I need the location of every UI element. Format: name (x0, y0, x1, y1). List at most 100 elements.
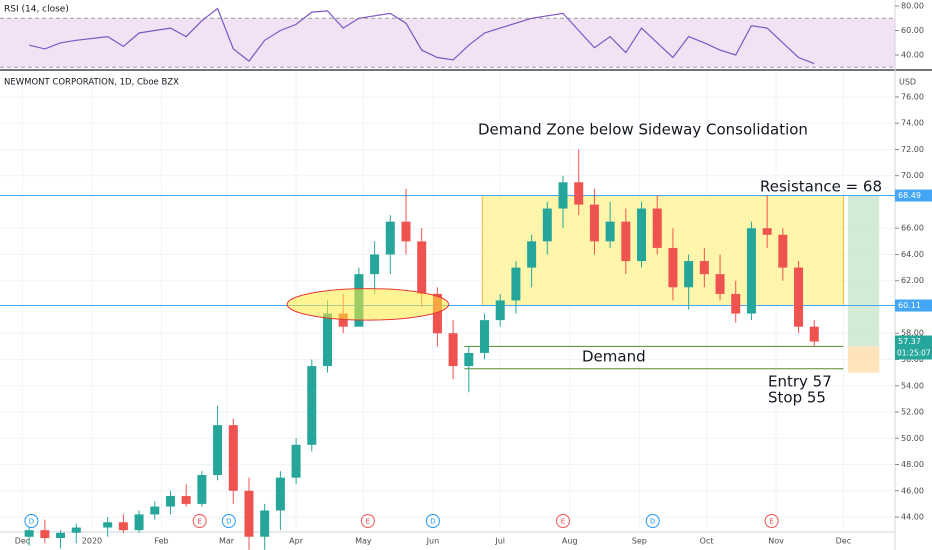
event-label: D (650, 518, 655, 526)
price-tag-label: 57.37 (898, 337, 921, 346)
y-tick-label: 54.00 (901, 381, 924, 390)
price-tag-label: 60.11 (898, 301, 921, 310)
y-tick-label: 76.00 (901, 92, 924, 101)
countdown-box (895, 347, 932, 360)
price-tag (895, 335, 932, 348)
candle-body (197, 475, 207, 504)
candle-body (527, 241, 537, 268)
candle-body (574, 182, 584, 205)
x-tick-label: Jun (426, 537, 440, 546)
candle-body (699, 261, 709, 275)
price-tag (895, 299, 932, 312)
stop-zone (847, 346, 880, 373)
candle-body (417, 241, 427, 294)
y-tick-label: 64.00 (901, 250, 924, 259)
candle-body (605, 221, 615, 242)
candle-body (56, 532, 66, 539)
price-tag-label: 68.49 (898, 191, 921, 200)
y-tick-label: 62.00 (901, 276, 924, 285)
candle-body (118, 522, 128, 531)
candle-body (401, 221, 411, 242)
rsi-band (0, 18, 895, 68)
event-marker (764, 514, 779, 528)
x-tick-label: Oct (700, 537, 714, 546)
candle-body (291, 444, 301, 478)
candle-body (338, 313, 348, 327)
event-label: E (366, 518, 370, 526)
x-tick-label: Dec (836, 537, 851, 546)
y-tick-label: 44.00 (901, 513, 924, 522)
annotation: Stop 55 (768, 389, 826, 407)
candle-body (731, 293, 741, 314)
candle-body (150, 506, 160, 515)
candle-body (40, 530, 50, 539)
candle-body (746, 228, 756, 314)
candle-body (71, 527, 81, 533)
y-tick-label: 66.00 (901, 224, 924, 233)
candle-body (370, 254, 380, 275)
candle-body (511, 267, 521, 301)
event-marker (192, 514, 207, 528)
y-tick-label: 40.00 (901, 51, 924, 60)
y-tick-label: 58.00 (901, 329, 924, 338)
event-marker (425, 514, 440, 528)
candle-body (181, 496, 191, 504)
event-marker (556, 514, 571, 528)
unit-label: USD (899, 78, 916, 87)
candle-body (480, 320, 490, 353)
countdown: 01:25:07 (897, 349, 931, 358)
candle-body (495, 300, 505, 321)
candle-body (322, 313, 332, 367)
ellipse-zone (286, 288, 450, 321)
candle-body (307, 366, 317, 445)
x-tick-label: Sep (632, 537, 647, 546)
chart-title: NEWMONT CORPORATION, 1D, Cboe BZX (4, 78, 179, 88)
target-zone (847, 195, 880, 347)
x-tick-label: Nov (768, 537, 784, 546)
annotation: Resistance = 68 (760, 178, 882, 196)
event-marker (221, 514, 236, 528)
x-tick-label: Apr (289, 537, 304, 546)
candle-body (103, 522, 113, 528)
candle-body (432, 293, 442, 334)
event-marker (360, 514, 375, 528)
candle-body (448, 333, 458, 367)
x-tick-label: May (355, 537, 372, 546)
y-tick-label: 48.00 (901, 460, 924, 469)
x-tick-label: Feb (154, 537, 168, 546)
candle-body (778, 234, 788, 268)
y-tick-label: 52.00 (901, 408, 924, 417)
candle-body (213, 425, 223, 476)
price-tag (895, 189, 932, 202)
y-tick-label: 74.00 (901, 119, 924, 128)
candle-body (385, 221, 395, 255)
candle-body (809, 326, 819, 342)
x-tick-label: Mar (219, 537, 235, 546)
event-label: D (29, 518, 34, 526)
candle-body (228, 425, 238, 491)
candle-body (794, 267, 804, 327)
y-tick-label: 80.00 (901, 2, 924, 11)
x-tick-label: 2020 (82, 537, 102, 546)
candle-body (165, 496, 175, 507)
candle-body (637, 208, 647, 262)
event-label: D (430, 518, 435, 526)
candle-body (464, 352, 474, 367)
annotation: Demand Zone below Sideway Consolidation (478, 121, 808, 139)
candle-body (260, 510, 270, 537)
candle-body (24, 530, 34, 537)
candle-body (558, 182, 568, 209)
x-tick-label: Aug (562, 537, 578, 546)
x-tick-label: Dec (15, 537, 30, 546)
annotation: Entry 57 (768, 373, 832, 391)
event-label: E (197, 518, 201, 526)
candle-body (762, 228, 772, 235)
rsi-line (29, 7, 815, 65)
event-label: D (226, 518, 231, 526)
candle-body (668, 247, 678, 288)
candle-body (589, 204, 599, 242)
event-marker (645, 514, 660, 528)
candle-body (244, 490, 254, 537)
candle-body (621, 221, 631, 262)
